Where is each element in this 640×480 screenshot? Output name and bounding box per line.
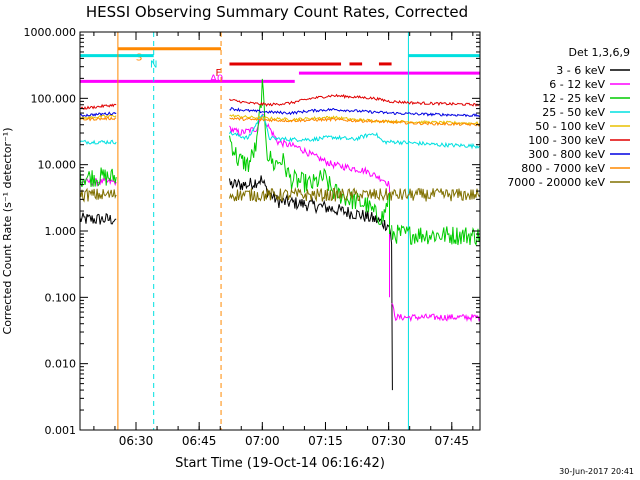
series-line (79, 116, 117, 122)
series-lines (79, 78, 481, 391)
flag-label: A0 (210, 73, 223, 84)
x-axis: 06:30 06:45 07:00 07:15 07:30 07:45 (93, 32, 474, 448)
x-tick-label: 06:45 (182, 434, 217, 448)
y-tick-label: 0.001 (45, 424, 77, 437)
y-axis-label: Corrected Count Rate (s⁻¹ detector⁻¹) (1, 128, 14, 335)
flag-bars: SN FA0 (80, 47, 480, 84)
chart-title: HESSI Observing Summary Count Rates, Cor… (86, 3, 468, 21)
legend-label: 12 - 25 keV (542, 92, 605, 105)
series-line (391, 303, 481, 323)
legend-label: 3 - 6 keV (556, 64, 605, 77)
legend-label: 300 - 800 keV (528, 148, 605, 161)
series-line (229, 114, 481, 125)
series-line (79, 114, 117, 120)
series-line (391, 224, 481, 247)
series-line (79, 167, 117, 188)
legend-label: 100 - 300 keV (528, 134, 605, 147)
y-axis: 0.001 0.010 0.100 1.000 10.000 100.000 1000.00… (24, 26, 480, 437)
x-tick-label: 07:30 (371, 434, 406, 448)
series-line (229, 107, 481, 118)
legend-label: 6 - 12 keV (549, 78, 605, 91)
x-tick-label: 06:30 (119, 434, 154, 448)
legend-label: 25 - 50 keV (542, 106, 605, 119)
series-line (79, 103, 117, 110)
footer-date: 30-Jun-2017 20:41 (559, 467, 634, 476)
y-tick-label: 0.010 (45, 358, 77, 371)
legend-header: Det 1,3,6,9 (568, 46, 630, 59)
y-tick-label: 1000.000 (24, 26, 77, 39)
y-tick-label: 100.000 (31, 92, 77, 105)
series-line (79, 187, 117, 203)
series-line (229, 113, 390, 298)
legend-label: 7000 - 20000 keV (507, 176, 605, 189)
series-line (229, 93, 481, 107)
series-line (79, 139, 117, 145)
x-tick-label: 07:00 (245, 434, 280, 448)
y-tick-label: 10.000 (38, 159, 77, 172)
flag-label: F (215, 68, 221, 79)
series-line (229, 117, 481, 127)
series-line (229, 187, 481, 203)
legend-label: 50 - 100 keV (535, 120, 605, 133)
series-line (79, 212, 117, 225)
series-line (229, 78, 390, 234)
series-line (79, 111, 117, 117)
series-line (229, 114, 481, 150)
x-tick-label: 07:15 (308, 434, 343, 448)
series-line (229, 175, 393, 391)
x-tick-label: 07:45 (434, 434, 469, 448)
flag-label: N (150, 60, 157, 71)
legend-label: 800 - 7000 keV (521, 162, 605, 175)
y-tick-label: 1.000 (45, 225, 77, 238)
y-tick-label: 0.100 (45, 291, 77, 304)
x-axis-label: Start Time (19-Oct-14 06:16:42) (175, 456, 385, 471)
flag-label: S (136, 53, 142, 64)
